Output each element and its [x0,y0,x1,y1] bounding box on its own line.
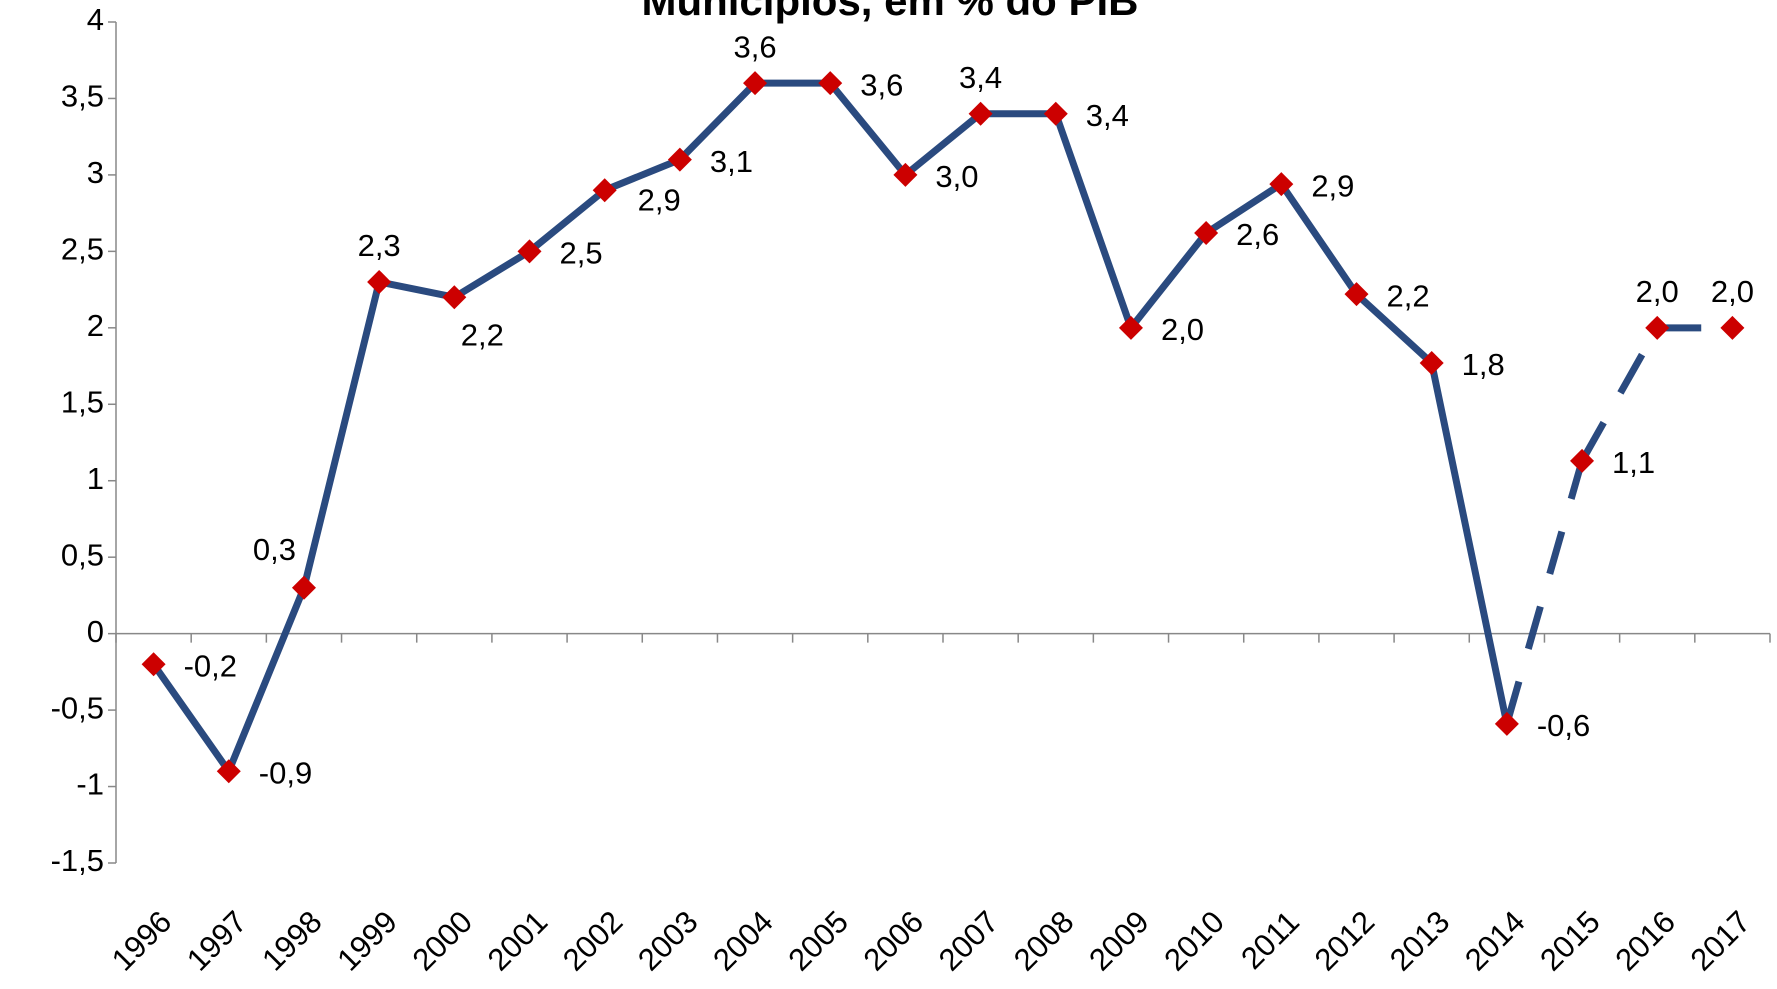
marker [1043,101,1068,126]
x-tick-label: 2013 [1383,904,1457,978]
line-segment [450,247,533,301]
marker [743,71,768,96]
line-segment [1202,180,1285,237]
marker [291,575,316,600]
data-label: 3,6 [860,67,903,102]
data-label: 2,6 [1236,217,1279,252]
x-tick-label: 2010 [1157,904,1231,978]
x-tick-label: 1999 [330,904,404,978]
data-label: 2,9 [1311,168,1354,203]
line-segment [601,156,684,194]
line-segment [150,660,233,775]
data-label: 2,3 [358,228,401,263]
line-segment [826,79,909,179]
y-tick-label: 1,5 [61,384,104,419]
marker [1494,711,1519,736]
data-label: 1,1 [1612,445,1655,480]
line-segment [676,79,759,164]
x-tick-label: 1996 [105,904,179,978]
x-tick-label: 2003 [631,904,705,978]
x-tick-label: 1998 [255,904,329,978]
data-label: 2,0 [1636,274,1679,309]
y-tick-label: 3 [87,155,104,190]
data-label: 2,2 [1387,278,1430,313]
marker [1118,315,1143,340]
x-tick-label: 2006 [857,904,931,978]
marker [1419,350,1444,375]
y-tick-label: 2,5 [61,232,104,267]
x-tick-label: 2012 [1308,904,1382,978]
marker [893,162,918,187]
x-tick-label: 2015 [1533,904,1607,978]
line-segment [1503,459,1586,725]
marker [141,652,166,677]
line-segment [1277,180,1360,298]
x-tick-label: 2001 [481,904,555,978]
line-segment [1578,326,1661,463]
line-segment [1428,359,1511,728]
data-label: 2,2 [461,317,504,352]
y-tick-label: 0,5 [61,537,104,572]
marker [517,239,542,264]
x-tick-label: 2005 [781,904,855,978]
marker [1269,172,1294,197]
x-tick-label: 2016 [1608,904,1682,978]
marker [367,269,392,294]
data-label: -0,6 [1537,708,1590,743]
line-segment [225,584,308,775]
marker [1645,315,1670,340]
marker [968,101,993,126]
data-label: -0,2 [184,648,237,683]
y-tick-label: 0 [87,614,104,649]
marker [592,178,617,203]
data-label: 3,4 [1086,98,1129,133]
line-segment [1127,229,1210,332]
marker [1344,282,1369,307]
chart-title: Municípios, em % do PIB [641,0,1138,24]
line-segment [300,278,383,592]
data-label: 2,9 [638,182,681,217]
x-tick-label: 2009 [1082,904,1156,978]
y-tick-label: -1,5 [51,843,104,878]
y-tick-label: 3,5 [61,79,104,114]
data-label: 1,8 [1462,347,1505,382]
x-tick-label: 2007 [932,904,1006,978]
y-tick-label: -1 [76,767,104,802]
x-tick-label: 2008 [1007,904,1081,978]
marker [1570,448,1595,473]
data-label: 2,0 [1711,274,1754,309]
data-label: 3,1 [710,144,753,179]
x-tick-label: 2017 [1684,904,1758,978]
marker [216,759,241,784]
x-tick-label: 2004 [706,904,780,978]
line-segment [375,278,458,301]
data-label: -0,9 [259,755,312,790]
marker [442,285,467,310]
x-tick-label: 1997 [180,904,254,978]
y-tick-label: 4 [87,2,104,37]
data-label: 2,0 [1161,312,1204,347]
x-tick-label: 2002 [556,904,630,978]
line-segment [1353,290,1436,367]
y-tick-label: 2 [87,308,104,343]
line-segment [1052,110,1135,332]
x-tick-label: 2011 [1234,904,1306,976]
line-segment [901,110,985,179]
x-tick-label: 2014 [1458,904,1532,978]
x-tick-label: 2000 [406,904,480,978]
data-label: 2,5 [560,236,603,271]
data-label: 0,3 [253,532,296,567]
y-tick-label: 1 [87,461,104,496]
data-label: 3,0 [935,159,978,194]
data-label: 3,6 [733,29,776,64]
marker [667,147,692,172]
line-segment [526,186,609,255]
marker [818,71,843,96]
data-label: 3,4 [959,60,1002,95]
y-tick-label: -0,5 [51,690,104,725]
marker [1194,221,1219,246]
marker [1720,315,1745,340]
